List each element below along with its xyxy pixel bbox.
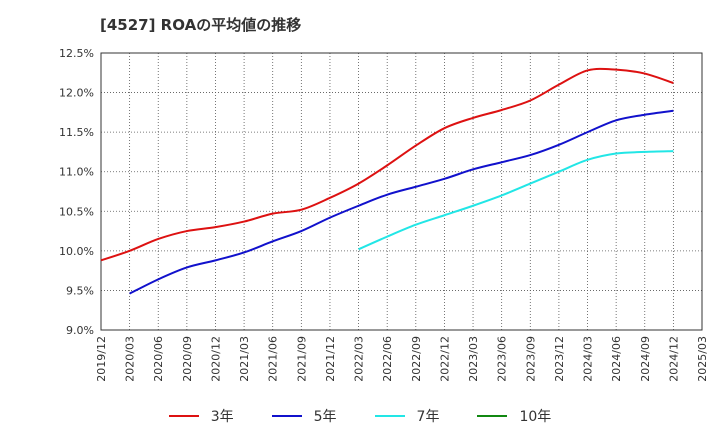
x-tick-label: 2023/03 bbox=[467, 336, 480, 382]
x-tick-label: 2022/06 bbox=[381, 336, 394, 382]
legend-item-2: 5年 bbox=[271, 406, 337, 426]
x-tick-label: 2023/12 bbox=[553, 336, 566, 382]
legend-swatch bbox=[374, 415, 405, 417]
x-tick-label: 2021/09 bbox=[295, 336, 308, 382]
series-line-3 bbox=[358, 150, 674, 251]
legend-item-3: 7年 bbox=[374, 406, 440, 426]
legend-swatch bbox=[271, 415, 302, 417]
series-line-1 bbox=[100, 67, 674, 262]
x-tick-label: 2020/12 bbox=[209, 336, 222, 382]
x-tick-label: 2024/09 bbox=[639, 336, 652, 382]
legend-label: 5年 bbox=[313, 409, 337, 425]
legend-label: 3年 bbox=[210, 409, 234, 425]
legend-item-1: 3年 bbox=[168, 406, 234, 426]
y-tick-label: 11.5% bbox=[59, 126, 94, 139]
x-tick-label: 2022/03 bbox=[353, 336, 366, 382]
x-tick-label: 2023/09 bbox=[524, 336, 537, 382]
x-tick-label: 2024/12 bbox=[667, 336, 680, 382]
chart-title: [4527] ROAの平均値の推移 bbox=[100, 16, 302, 34]
x-tick-label: 2024/06 bbox=[610, 336, 623, 382]
legend-label: 7年 bbox=[416, 409, 440, 425]
y-tick-label: 9.0% bbox=[66, 324, 94, 337]
legend-swatch bbox=[477, 415, 508, 417]
legend-swatch bbox=[168, 415, 199, 417]
x-tick-label: 2021/06 bbox=[267, 336, 280, 382]
y-tick-label: 9.5% bbox=[66, 284, 94, 297]
legend-item-4: 10年 bbox=[477, 406, 551, 426]
x-tick-label: 2023/06 bbox=[496, 336, 509, 382]
legend-label: 10年 bbox=[519, 409, 552, 425]
y-tick-label: 12.5% bbox=[59, 47, 94, 60]
series-line-2 bbox=[129, 109, 674, 295]
legend: 3年 5年 7年 10年 bbox=[0, 404, 720, 428]
y-tick-label: 10.5% bbox=[59, 205, 94, 218]
x-tick-label: 2020/06 bbox=[152, 336, 165, 382]
x-tick-label: 2022/12 bbox=[438, 336, 451, 382]
plot-frame bbox=[100, 52, 703, 331]
y-tick-label: 12.0% bbox=[59, 87, 94, 100]
x-tick-label: 2024/03 bbox=[582, 336, 595, 382]
x-tick-label: 2019/12 bbox=[95, 336, 108, 382]
y-tick-label: 10.0% bbox=[59, 245, 94, 258]
x-tick-label: 2021/03 bbox=[238, 336, 251, 382]
x-tick-label: 2021/12 bbox=[324, 336, 337, 382]
x-tick-label: 2022/09 bbox=[410, 336, 423, 382]
y-tick-label: 11.0% bbox=[59, 166, 94, 179]
x-tick-label: 2025/03 bbox=[696, 336, 709, 382]
x-tick-label: 2020/09 bbox=[181, 336, 194, 382]
x-tick-label: 2020/03 bbox=[124, 336, 137, 382]
